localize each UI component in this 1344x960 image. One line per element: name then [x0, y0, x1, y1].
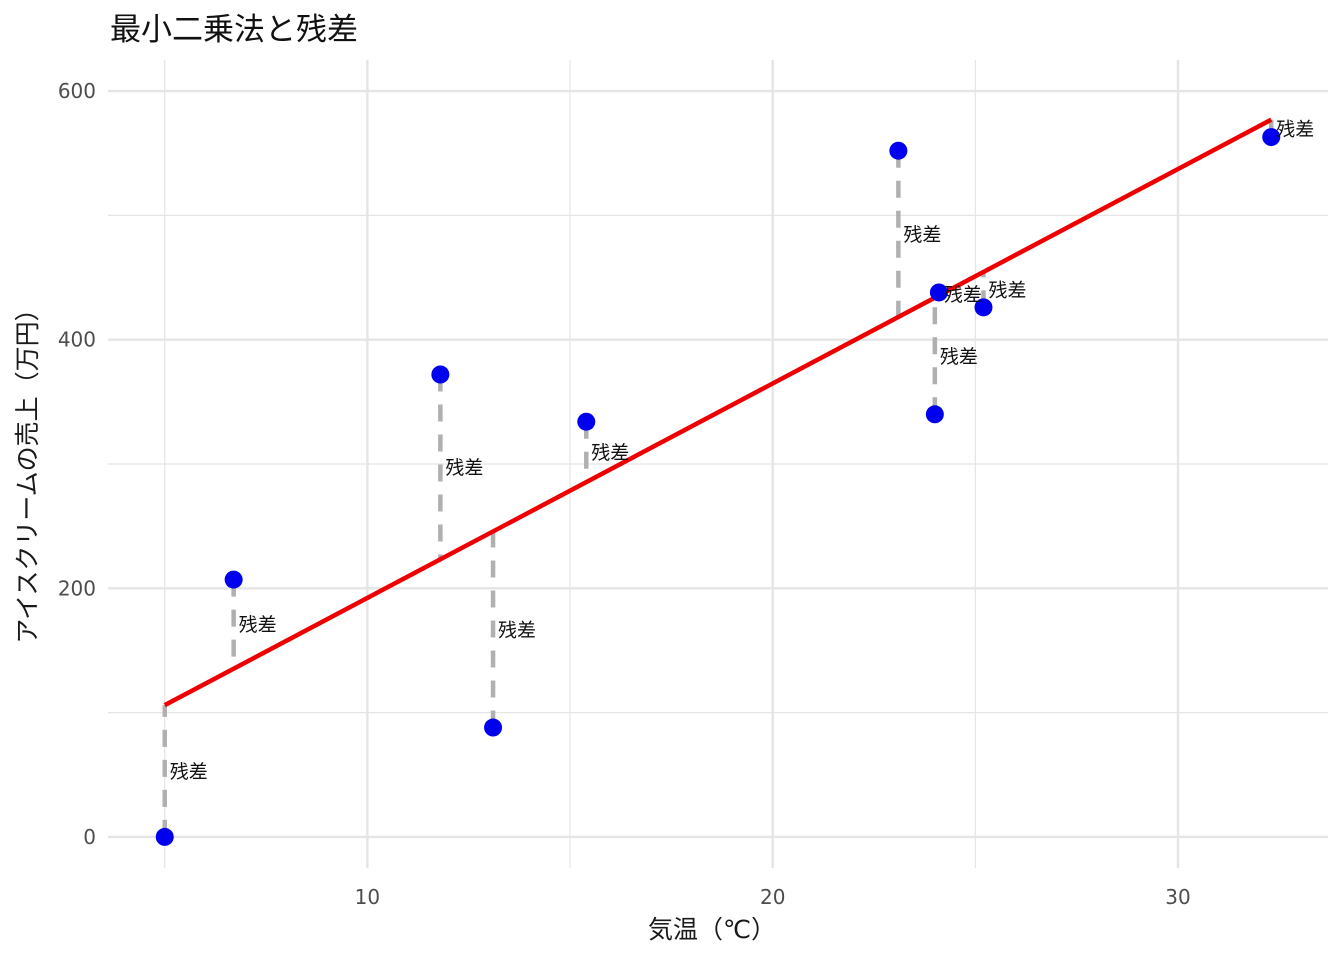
residual-label: 残差 — [170, 761, 208, 783]
data-point — [974, 298, 993, 317]
data-point — [484, 718, 503, 737]
y-tick-label: 0 — [83, 825, 96, 849]
y-tick-label: 200 — [58, 576, 96, 600]
y-axis-title: アイスクリームの売上（万円） — [13, 296, 42, 643]
grid-lines — [108, 60, 1328, 868]
data-point — [889, 141, 908, 160]
residual-label: 残差 — [239, 614, 277, 636]
data-point — [925, 405, 944, 424]
y-tick-label: 400 — [58, 328, 96, 352]
data-points — [155, 128, 1281, 846]
data-point — [929, 283, 948, 302]
residual-label: 残差 — [445, 457, 483, 479]
data-point — [577, 412, 596, 431]
residual-label: 残差 — [944, 284, 982, 306]
data-point — [155, 827, 174, 846]
x-tick-label: 20 — [760, 885, 785, 909]
residual-label: 残差 — [903, 224, 941, 246]
residual-lines — [162, 119, 1274, 837]
tick-labels: 10 20 30 0 200 400 600 — [58, 79, 1191, 909]
data-point — [224, 570, 243, 589]
residual-label: 残差 — [591, 442, 629, 464]
residual-label: 残差 — [1276, 118, 1314, 140]
residual-label: 残差 — [988, 280, 1026, 302]
residual-label: 残差 — [940, 346, 978, 368]
data-point — [431, 365, 450, 384]
data-point — [1262, 128, 1281, 147]
x-tick-label: 10 — [355, 885, 380, 909]
chart-title: 最小二乗法と残差 — [110, 12, 358, 48]
residual-label: 残差 — [498, 619, 536, 641]
x-axis-title: 気温（℃） — [648, 915, 776, 944]
y-tick-label: 600 — [58, 79, 96, 103]
x-tick-label: 30 — [1165, 885, 1190, 909]
regression-line-group — [163, 117, 1273, 708]
regression-line — [163, 117, 1273, 708]
